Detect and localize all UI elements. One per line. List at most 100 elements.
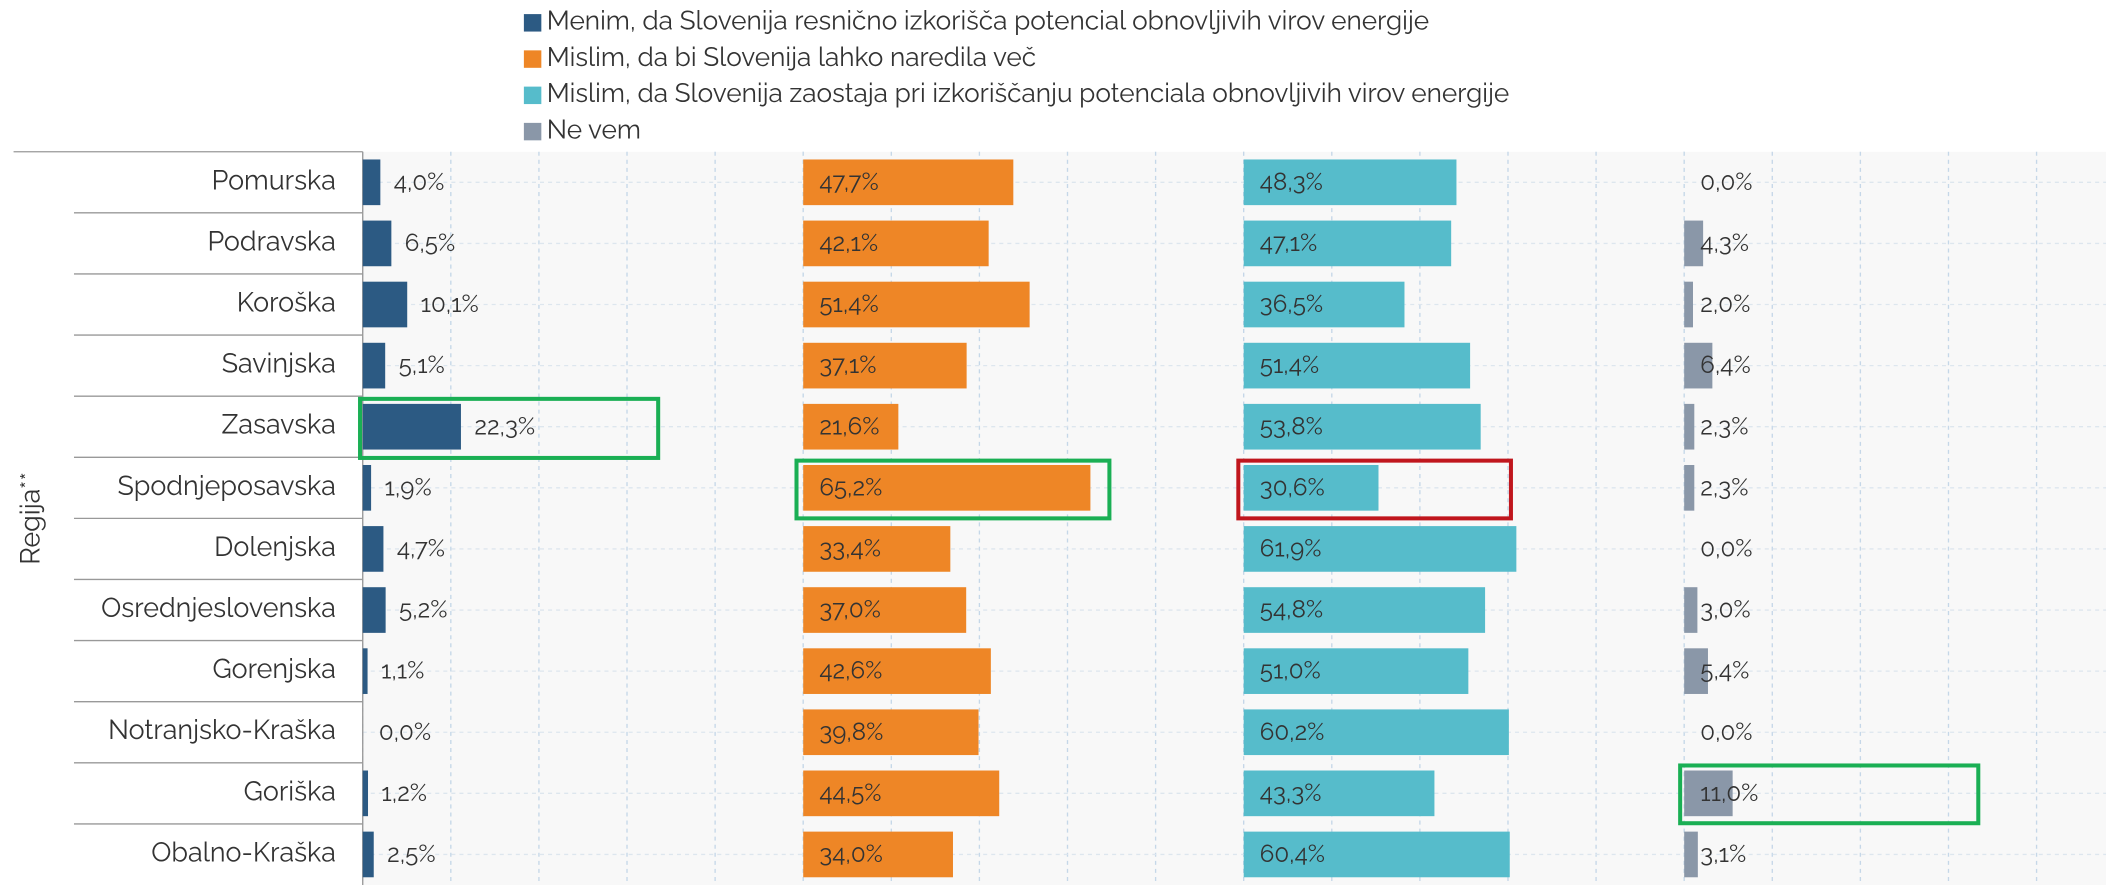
data-label: 6,5% (405, 228, 455, 257)
legend-swatch (523, 50, 542, 68)
data-label: 10,1% (421, 289, 479, 318)
bar (803, 587, 967, 633)
data-label: 47,1% (1260, 228, 1317, 257)
data-label: 51,4% (1260, 350, 1319, 379)
data-label: 2,0% (1700, 289, 1750, 318)
data-label: 0,0% (1700, 167, 1752, 196)
data-label: 37,1% (819, 350, 876, 379)
data-label: 51,0% (1260, 656, 1321, 685)
bar (803, 831, 953, 878)
data-label: 0,0% (1700, 534, 1752, 563)
data-label: 2,3% (1700, 472, 1748, 501)
data-label: 3,1% (1700, 839, 1746, 868)
data-label: 61,9% (1260, 534, 1322, 563)
bar (803, 220, 989, 267)
data-label: 36,5% (1260, 289, 1323, 318)
data-label: 37,0% (819, 595, 881, 624)
bar (803, 464, 1091, 511)
data-label: 1,2% (381, 778, 427, 807)
bar (1243, 770, 1435, 817)
bar (1684, 464, 1695, 511)
bar (1243, 403, 1481, 450)
bar (362, 526, 384, 572)
y-axis-label: Regija** (15, 472, 46, 565)
data-label: 5,2% (399, 595, 447, 624)
bar (1684, 648, 1708, 694)
bar (1684, 220, 1704, 267)
bar (362, 159, 381, 206)
y-tick-label: Spodnjeposavska (117, 471, 335, 502)
legend-label: Mislim, da Slovenija zaostaja pri izkori… (547, 78, 1510, 109)
data-label: 0,0% (379, 717, 431, 746)
bar (1243, 281, 1405, 328)
bar (362, 403, 461, 450)
y-tick-label: Goriška (244, 776, 336, 807)
data-label: 48,3% (1260, 167, 1323, 196)
bar (362, 281, 408, 328)
bar (803, 526, 951, 572)
legend-swatch (523, 86, 542, 105)
highlight-box (1236, 458, 1513, 521)
data-label: 51,4% (819, 289, 878, 318)
bar (1243, 648, 1469, 694)
bar (803, 403, 899, 450)
y-tick-label: Obalno-Kraška (151, 837, 336, 868)
bar (362, 648, 368, 694)
y-tick-label: Koroška (237, 287, 336, 318)
bar (803, 342, 967, 389)
y-tick-label: Notranjsko-Kraška (108, 715, 336, 746)
y-tick-label: Savinjska (222, 349, 336, 380)
y-tick-label: Gorenjska (212, 654, 335, 685)
bar (1243, 709, 1509, 756)
data-label: 4,7% (397, 534, 445, 563)
y-tick-label: Osrednjeslovenska (101, 593, 336, 624)
bar (1684, 342, 1713, 389)
legend-swatch (523, 122, 542, 141)
data-label: 33,4% (819, 534, 881, 563)
bar (803, 770, 1000, 817)
bar (362, 464, 372, 511)
bar (1243, 831, 1510, 878)
data-label: 30,6% (1260, 472, 1325, 501)
data-label: 11,0% (1700, 778, 1758, 807)
bar (1243, 526, 1517, 572)
data-label: 54,8% (1260, 595, 1323, 624)
bar (1243, 464, 1379, 511)
data-label: 60,2% (1260, 717, 1325, 746)
data-label: 1,9% (385, 472, 432, 501)
data-label: 22,3% (474, 411, 535, 440)
bar (1243, 342, 1471, 389)
data-label: 34,0% (819, 839, 883, 868)
data-label: 5,4% (1700, 656, 1749, 685)
bar (1684, 831, 1698, 878)
bar (1243, 159, 1457, 206)
y-tick-label: Pomurska (212, 165, 336, 196)
data-label: 21,6% (819, 411, 879, 440)
bar (362, 220, 392, 267)
data-label: 1,1% (381, 656, 424, 685)
data-label: 2,5% (387, 839, 435, 868)
bar (803, 159, 1014, 206)
legend-label: Ne vem (547, 114, 641, 145)
plot-area (362, 151, 2106, 885)
data-label: 47,7% (819, 167, 878, 196)
legend-label: Menim, da Slovenija resnično izkorišča p… (547, 6, 1429, 37)
data-label: 44,5% (819, 778, 881, 807)
bar (803, 709, 979, 756)
panel-background (1684, 151, 2106, 885)
bar (362, 342, 386, 389)
data-label: 42,6% (819, 656, 882, 685)
y-tick-label: Dolenjska (214, 532, 336, 563)
data-label: 53,8% (1260, 411, 1323, 440)
bar (803, 648, 991, 694)
data-label: 5,1% (399, 350, 445, 379)
bar (362, 587, 386, 633)
data-label: 39,8% (819, 717, 883, 746)
highlight-box (358, 396, 661, 460)
data-label: 60,4% (1260, 839, 1325, 868)
legend-label: Mislim, da bi Slovenija lahko naredila v… (547, 42, 1036, 73)
data-label: 42,1% (819, 228, 878, 257)
bar (1243, 587, 1486, 633)
legend-swatch (523, 14, 542, 32)
